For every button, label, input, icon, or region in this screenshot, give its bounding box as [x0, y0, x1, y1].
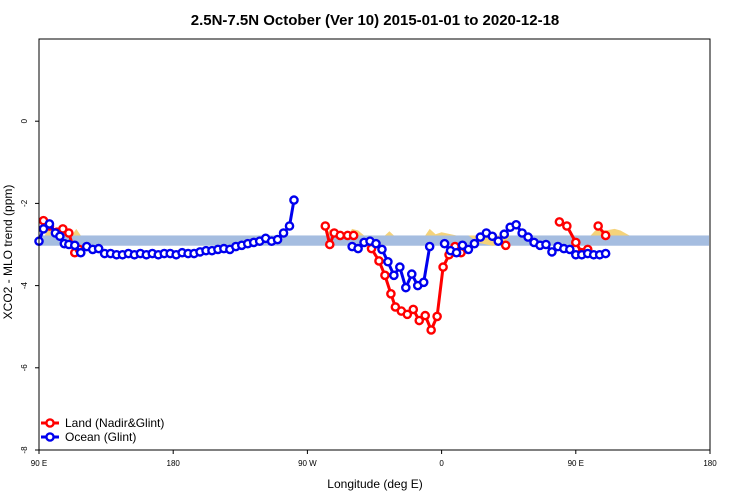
data-point — [523, 232, 533, 242]
data-point — [600, 248, 611, 259]
legend-marker — [45, 418, 55, 428]
data-point — [335, 230, 346, 241]
x-tick-label: 90 W — [298, 459, 317, 468]
data-point — [499, 229, 510, 240]
x-tick-label: 180 — [703, 459, 717, 468]
data-point — [562, 221, 572, 231]
y-tick-label: -8 — [20, 446, 29, 454]
data-point — [439, 238, 450, 249]
data-point — [55, 231, 65, 242]
data-point — [324, 239, 335, 250]
data-point — [511, 219, 521, 230]
data-point — [380, 270, 390, 281]
data-point — [44, 219, 55, 229]
data-point — [278, 228, 289, 238]
data-point — [353, 243, 363, 254]
data-point — [69, 240, 80, 251]
data-point — [377, 244, 387, 255]
data-point — [272, 234, 283, 245]
data-point — [547, 247, 557, 257]
data-point — [600, 230, 611, 241]
plot-frame — [38, 38, 711, 451]
data-point — [438, 262, 448, 272]
data-point — [386, 289, 396, 299]
data-point — [451, 247, 462, 258]
data-point — [463, 244, 474, 255]
data-point — [320, 221, 331, 231]
y-tick-label: 0 — [20, 118, 29, 123]
x-tick-label: 0 — [439, 459, 444, 468]
axes-group: 90 E 180 90 W 0 90 E 180 -8 -6 -4 -2 0 — [20, 118, 717, 468]
data-point — [541, 239, 551, 250]
x-tick-label: 90 E — [31, 459, 47, 468]
data-point — [289, 195, 299, 205]
data-point — [348, 230, 359, 241]
data-point — [420, 310, 430, 321]
data-point — [75, 247, 86, 258]
data-point — [374, 256, 384, 266]
data-point — [389, 270, 399, 281]
data-point — [64, 228, 74, 238]
series-line — [370, 244, 463, 334]
data-point — [383, 256, 393, 267]
data-point — [284, 221, 295, 231]
x-tick-label: 90 E — [568, 459, 584, 468]
data-point — [487, 231, 498, 242]
data-point — [395, 262, 405, 272]
data-point — [371, 238, 381, 249]
y-axis-label: XCO2 - MLO trend (ppm) — [1, 185, 15, 320]
data-point — [565, 244, 575, 255]
series-group — [34, 195, 611, 335]
x-axis-label: Longitude (deg E) — [327, 477, 422, 491]
data-point — [406, 269, 417, 279]
data-point — [593, 221, 603, 231]
data-point — [493, 236, 504, 247]
series-ocean — [34, 195, 611, 293]
legend: Land (Nadir&Glint)Ocean (Glint) — [41, 416, 164, 444]
data-point — [418, 277, 429, 288]
data-point — [432, 311, 442, 322]
series-land — [38, 215, 611, 335]
data-point — [500, 240, 511, 251]
data-point — [554, 217, 565, 227]
x-tick-label: 180 — [167, 459, 181, 468]
data-point — [402, 309, 413, 320]
y-tick-label: -6 — [20, 364, 29, 372]
data-point — [571, 237, 581, 248]
data-point — [38, 224, 49, 234]
data-point — [424, 241, 435, 252]
legend-marker — [45, 432, 55, 442]
data-point — [408, 304, 419, 315]
y-tick-label: -4 — [20, 281, 29, 289]
data-point — [414, 315, 425, 326]
legend-label: Ocean (Glint) — [65, 430, 136, 444]
y-tick-label: -2 — [20, 199, 29, 207]
data-point — [426, 325, 436, 335]
data-point — [401, 282, 411, 293]
data-point — [469, 238, 480, 249]
data-point — [93, 243, 104, 254]
chart-title: 2.5N-7.5N October (Ver 10) 2015-01-01 to… — [191, 12, 560, 29]
legend-label: Land (Nadir&Glint) — [65, 416, 164, 430]
